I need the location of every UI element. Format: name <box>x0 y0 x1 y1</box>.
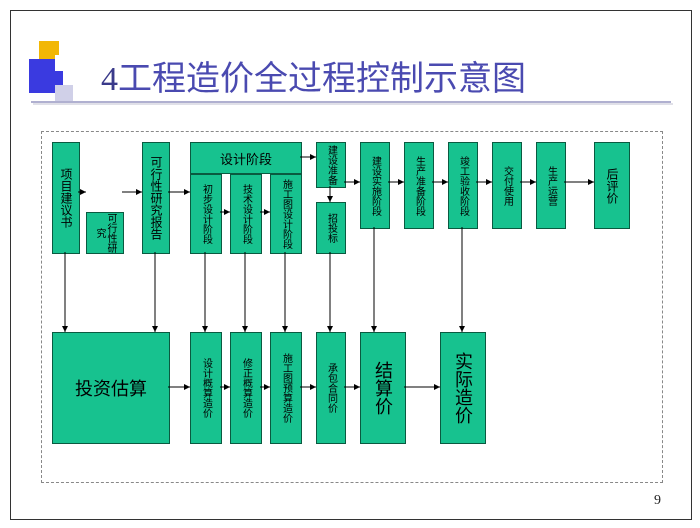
node-completion-accept: 竣工验收阶段 <box>448 142 478 229</box>
node-feasibility-study: 可行性研究 <box>86 212 124 254</box>
title-underline-shadow <box>33 103 673 105</box>
node-feasibility-report: 可行性研究报告 <box>142 142 170 254</box>
node-delivery: 交付使用 <box>492 142 522 229</box>
page-number: 9 <box>654 493 661 509</box>
node-bidding: 招投标 <box>316 202 346 254</box>
node-prod-operation: 生产运营 <box>536 142 566 229</box>
node-prod-prep: 生产准备阶段 <box>404 142 434 229</box>
slide: 4工程造价全过程控制示意图 项目建议书 可行性研究 可行性研究报告 设计阶段 初… <box>10 10 692 520</box>
title-number: 4 <box>101 61 118 98</box>
corner-decoration <box>29 41 89 101</box>
node-settlement-price: 结算价 <box>360 332 406 444</box>
title-text: 工程造价全过程控制示意图 <box>118 61 526 98</box>
node-constr-drawing-budget: 施工图预算造价 <box>270 332 302 444</box>
node-revised-budget: 修正概算造价 <box>230 332 262 444</box>
node-design-budget: 设计概算造价 <box>190 332 222 444</box>
node-post-eval: 后评价 <box>594 142 630 229</box>
node-tech-design: 技术设计阶段 <box>230 174 262 254</box>
node-constr-prep: 建设准备 <box>316 142 346 188</box>
slide-title: 4工程造价全过程控制示意图 <box>101 51 526 100</box>
node-constr-impl: 建设实施阶段 <box>360 142 390 229</box>
node-prelim-design: 初步设计阶段 <box>190 174 222 254</box>
node-design-phase: 设计阶段 <box>190 142 302 174</box>
node-constr-drawing-design: 施工图设计阶段 <box>270 174 302 254</box>
node-contract-price: 承包合同价 <box>316 332 346 444</box>
node-project-proposal: 项目建议书 <box>52 142 80 254</box>
node-actual-cost: 实际造价 <box>440 332 486 444</box>
diagram-frame: 项目建议书 可行性研究 可行性研究报告 设计阶段 初步设计阶段 技术设计阶段 施… <box>41 131 663 483</box>
node-invest-estimate: 投资估算 <box>52 332 170 444</box>
